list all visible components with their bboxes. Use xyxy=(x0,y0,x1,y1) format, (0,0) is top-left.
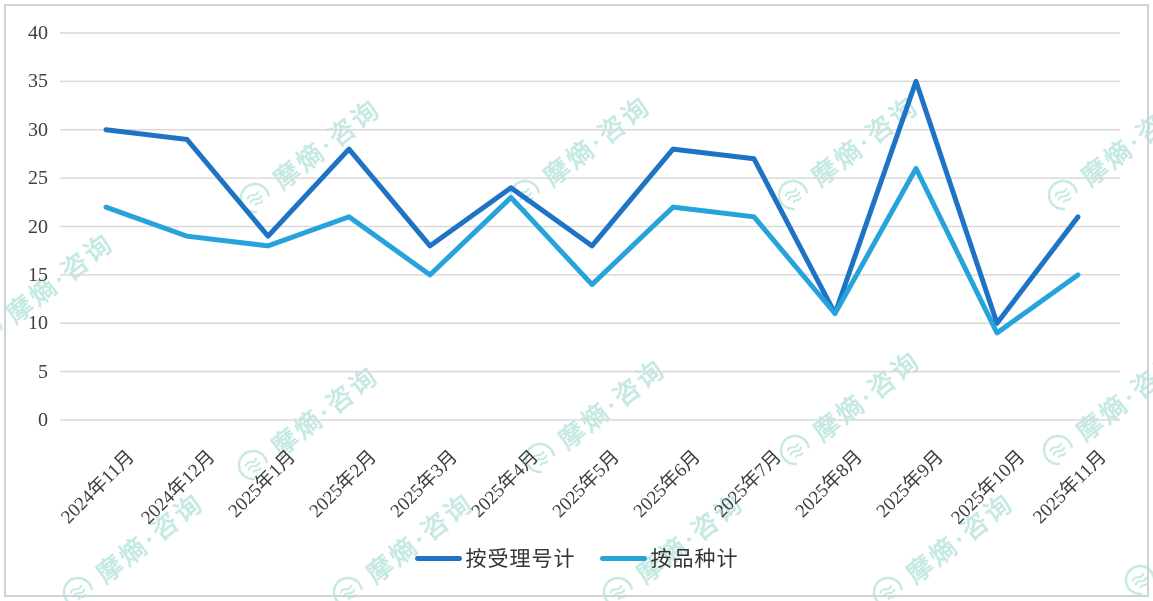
watermark-logo-icon xyxy=(237,449,269,481)
watermark: 摩熵·咨询 xyxy=(767,340,928,478)
y-axis-label: 5 xyxy=(38,360,48,383)
watermark-logo-icon xyxy=(0,316,4,348)
y-axis-label: 20 xyxy=(28,215,48,238)
watermark: 摩熵·咨询 xyxy=(1030,340,1153,478)
watermark: 摩熵·咨询 xyxy=(227,88,388,226)
legend-item-by-variety: 按品种计 xyxy=(599,543,739,573)
legend: 按受理号计 按品种计 xyxy=(0,541,1153,575)
y-axis-label: 30 xyxy=(28,118,48,141)
y-axis-label: 35 xyxy=(28,70,48,93)
watermark: 摩熵·咨询 xyxy=(765,85,926,223)
y-axis-label: 10 xyxy=(28,312,48,335)
watermark-logo-icon xyxy=(779,434,811,466)
watermark: 摩熵·咨询 xyxy=(512,348,673,486)
legend-item-by-acceptance-number: 按受理号计 xyxy=(414,543,576,573)
watermark-logo-icon xyxy=(1042,434,1074,466)
watermark-logo-icon xyxy=(1047,179,1079,211)
series-line-0 xyxy=(103,78,1081,326)
y-axis-label: 0 xyxy=(38,409,48,431)
watermark: 摩熵·咨询 xyxy=(225,355,386,493)
watermark-logo-icon xyxy=(524,442,556,474)
y-axis-label: 40 xyxy=(28,22,48,44)
watermark-logo-icon xyxy=(777,179,809,211)
legend-label-by-variety: 按品种计 xyxy=(650,547,739,571)
watermark: 摩熵·咨询 xyxy=(0,222,121,360)
y-axis-label: 25 xyxy=(28,167,48,190)
y-axis-label: 15 xyxy=(28,263,48,286)
watermark-logo-icon xyxy=(239,182,271,214)
series-line-1 xyxy=(103,165,1081,336)
watermark-logo-icon xyxy=(1124,564,1153,596)
legend-swatch-by-acceptance-number xyxy=(414,555,462,561)
legend-label-by-acceptance-number: 按受理号计 xyxy=(465,547,576,571)
legend-swatch-by-variety xyxy=(599,555,647,561)
watermark: 摩熵·咨询 xyxy=(1035,85,1153,223)
watermark: 摩熵·咨询 xyxy=(1112,470,1153,601)
